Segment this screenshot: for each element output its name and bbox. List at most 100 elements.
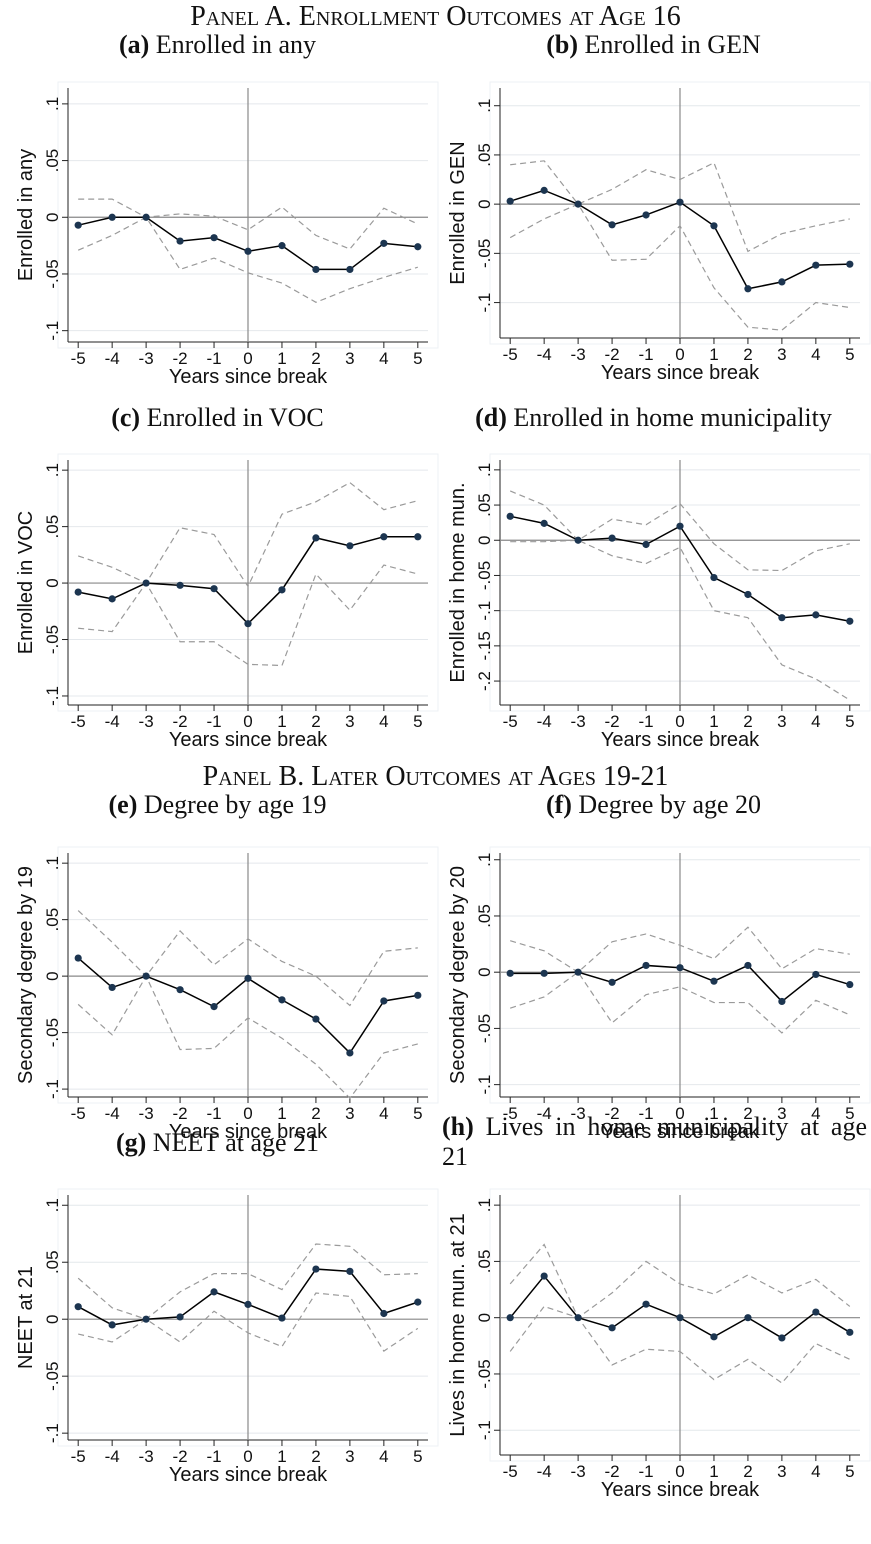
x-tick-label: 5 (413, 712, 422, 731)
x-tick-label: 2 (743, 712, 752, 731)
point (414, 1298, 422, 1306)
x-tick-label: -3 (571, 1462, 586, 1481)
x-tick-label: 2 (311, 1104, 320, 1123)
y-tick-label: -.15 (475, 631, 494, 660)
x-tick-label: 5 (845, 1104, 854, 1123)
y-axis-label: Secondary degree by 19 (15, 866, 37, 1084)
x-tick-label: 5 (413, 349, 422, 368)
x-tick-label: -4 (105, 349, 120, 368)
ci-line (78, 564, 418, 667)
x-tick-label: -3 (139, 1447, 154, 1466)
point (312, 265, 320, 274)
point (278, 586, 286, 594)
y-tick-label: .1 (475, 1198, 494, 1212)
x-tick-label: -1 (206, 1104, 221, 1123)
caption: (h) Lives in home municipality at age 21 (442, 1112, 867, 1172)
x-tick-label: -2 (605, 1104, 620, 1123)
x-axis-label: Years since break (169, 729, 328, 751)
point (574, 1314, 582, 1322)
point (142, 1315, 150, 1323)
point (74, 1303, 82, 1311)
point (108, 213, 116, 221)
y-tick-label: 0 (475, 967, 494, 976)
x-tick-label: -2 (605, 345, 620, 364)
x-tick-label: 3 (345, 1447, 354, 1466)
point (812, 261, 820, 269)
point (744, 590, 752, 599)
x-tick-label: 3 (345, 349, 354, 368)
point (710, 977, 718, 985)
y-tick-label: 0 (475, 1313, 494, 1322)
x-axis-label: Years since break (601, 362, 760, 384)
chart-panel: .1 .05 0 -.05 -.1 -5 -4 -3 -2 -1 0 1 2 3 4 5 Years since… (15, 1188, 439, 1486)
x-tick-label: 3 (777, 1462, 786, 1481)
point (244, 247, 252, 255)
point (278, 242, 286, 250)
point (312, 534, 320, 542)
x-tick-label: -1 (206, 349, 221, 368)
point (278, 1314, 286, 1322)
caption-label: (f) (545, 790, 572, 819)
x-tick-label: 1 (277, 1104, 286, 1123)
x-axis-label: Years since break (601, 1121, 760, 1143)
point (812, 1308, 820, 1316)
x-tick-label: 3 (345, 712, 354, 731)
x-tick-label: 4 (811, 1462, 820, 1481)
caption-title: Enrolled in home municipality (513, 403, 832, 432)
ci-line (509, 203, 850, 331)
point (710, 1333, 718, 1341)
point (176, 986, 184, 994)
point (176, 581, 184, 589)
x-tick-label: 0 (675, 1462, 684, 1481)
y-tick-label: -.05 (43, 1362, 62, 1391)
point (574, 200, 582, 208)
point (380, 239, 388, 247)
y-axis-label: Lives in home mun. at 21 (447, 1213, 469, 1436)
y-tick-label: .1 (475, 463, 494, 477)
caption: (d) Enrolled in home municipality (436, 403, 871, 433)
y-tick-label: .05 (475, 143, 494, 167)
y-tick-label: -.1 (475, 293, 494, 313)
caption-label: (e) (108, 790, 138, 819)
point (74, 588, 82, 596)
chart-panel: .1 .05 0 -.05 -.1 -5 -4 -3 -2 -1 0 1 2 3 4 5 Years since… (15, 846, 439, 1143)
ci-line (78, 1292, 419, 1352)
y-tick-label: .1 (43, 97, 62, 111)
y-tick-label: .05 (475, 904, 494, 928)
y-tick-label: -.05 (475, 1014, 494, 1043)
point (778, 1334, 786, 1342)
point (244, 974, 252, 982)
x-tick-label: -4 (537, 1462, 552, 1481)
ci-line (510, 539, 851, 701)
point (278, 996, 286, 1004)
x-tick-label: 2 (743, 1104, 752, 1123)
point (574, 968, 582, 976)
x-tick-label: -4 (537, 712, 552, 731)
point (380, 533, 388, 541)
y-tick-label: .05 (43, 1250, 62, 1274)
ci-line (510, 971, 851, 1034)
point (574, 536, 582, 544)
y-tick-label: 0 (475, 536, 494, 545)
x-tick-label: 0 (675, 345, 684, 364)
y-tick-label: -.1 (43, 686, 62, 706)
x-tick-label: 2 (311, 712, 320, 731)
x-tick-label: -3 (139, 712, 154, 731)
x-tick-label: 4 (811, 1104, 820, 1123)
point (540, 969, 548, 977)
point (846, 980, 854, 989)
y-tick-label: 0 (43, 971, 62, 980)
caption: (g) NEET at age 21 (0, 1128, 435, 1158)
x-tick-label: 0 (243, 1447, 252, 1466)
point (676, 198, 684, 206)
chart-panel: .1 .05 0 -.05 -.1 -5 -4 -3 -2 -1 0 1 2 3 4 5 Years since… (447, 1188, 871, 1501)
caption: (c) Enrolled in VOC (0, 403, 435, 433)
point (744, 1314, 752, 1322)
x-tick-label: -2 (173, 1104, 188, 1123)
x-tick-label: 4 (379, 712, 388, 731)
x-tick-label: 1 (709, 712, 718, 731)
point (210, 234, 218, 242)
x-axis-label: Years since break (169, 1464, 328, 1486)
